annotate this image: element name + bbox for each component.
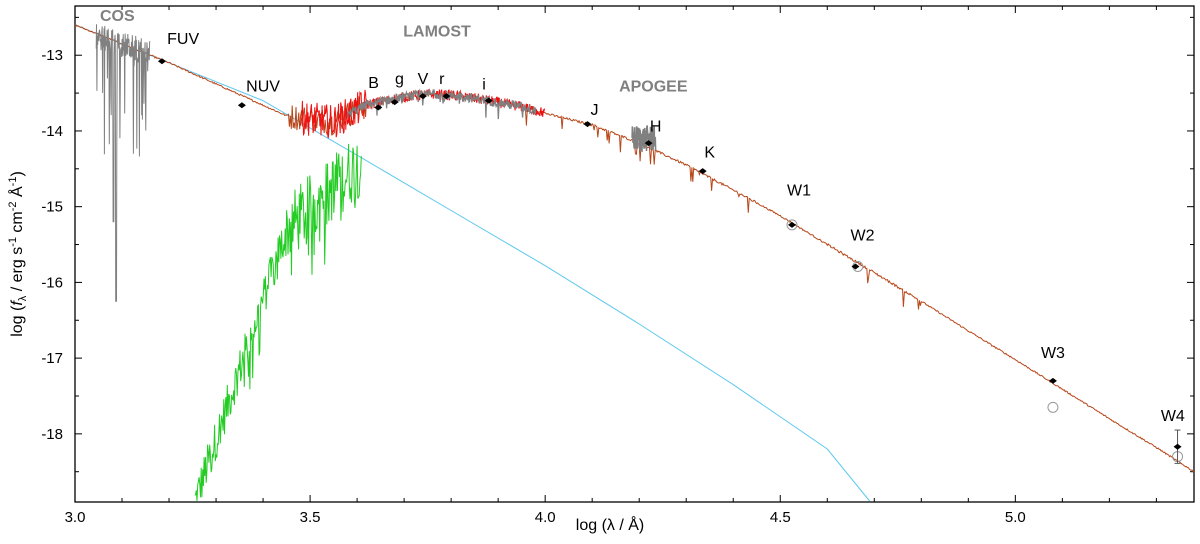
band-label: W1 — [787, 182, 811, 199]
apogee-spectrum — [631, 125, 657, 153]
band-label: NUV — [246, 79, 280, 96]
band-label: J — [591, 102, 599, 119]
x-tick-label: 5.0 — [1005, 509, 1026, 526]
band-label: W3 — [1041, 345, 1065, 362]
photometry-point — [1173, 443, 1182, 450]
photometry-point — [484, 97, 493, 104]
lamost-observed-spectrum — [347, 88, 537, 120]
photometry-point — [1048, 377, 1057, 384]
band-label: V — [418, 71, 429, 88]
survey-label: LAMOST — [403, 23, 471, 40]
cos-uv-spectrum — [95, 24, 151, 302]
x-tick-label: 4.5 — [770, 509, 791, 526]
plot-frame — [74, 5, 1195, 503]
photometry-point — [418, 93, 427, 100]
photometry-point — [644, 140, 653, 147]
photometry-point — [390, 99, 399, 106]
photometry-point — [374, 104, 383, 111]
photometry-markers — [157, 58, 1184, 464]
companion-model-spectrum — [194, 143, 362, 502]
band-label: W4 — [1161, 408, 1185, 425]
band-label: FUV — [167, 31, 199, 48]
spectrum-curves — [74, 24, 1195, 502]
survey-label: APOGEE — [619, 79, 688, 96]
band-label: B — [368, 75, 379, 92]
y-tick-label: -17 — [41, 350, 63, 367]
y-tick-label: -16 — [41, 274, 63, 291]
wise-open-circle — [786, 219, 798, 231]
photometry-point — [851, 263, 860, 270]
band-label: H — [650, 119, 662, 136]
band-label: g — [395, 71, 404, 88]
photometry-point — [583, 121, 592, 128]
photometry-point — [698, 168, 707, 175]
x-tick-label: 3.0 — [65, 509, 86, 526]
y-tick-label: -15 — [41, 199, 63, 216]
y-tick-label: -18 — [41, 426, 63, 443]
band-label: i — [482, 76, 486, 93]
band-label: K — [704, 144, 715, 161]
band-label: r — [439, 71, 445, 88]
photometry-point — [788, 221, 797, 228]
photometry-point — [157, 58, 166, 65]
x-tick-label: 3.5 — [300, 509, 321, 526]
band-label: W2 — [851, 228, 875, 245]
x-axis-title: log (λ / Å) — [576, 515, 644, 534]
y-tick-label: -13 — [41, 47, 63, 64]
y-axis-title: log (fλ / erg s-1 cm-2 Å-1) — [7, 171, 29, 337]
y-tick-label: -14 — [41, 123, 63, 140]
photometry-point — [442, 93, 451, 100]
x-tick-label: 4.0 — [535, 509, 556, 526]
white-dwarf-model-line — [74, 24, 870, 502]
survey-label: COS — [100, 8, 135, 25]
photometry-point — [237, 102, 246, 109]
axis-ticks: 3.0 3.5 4.0 4.5 5.0 -13 -14 -15 -16 -17 -18 — [41, 6, 1194, 526]
wise-open-circle — [1047, 401, 1059, 413]
